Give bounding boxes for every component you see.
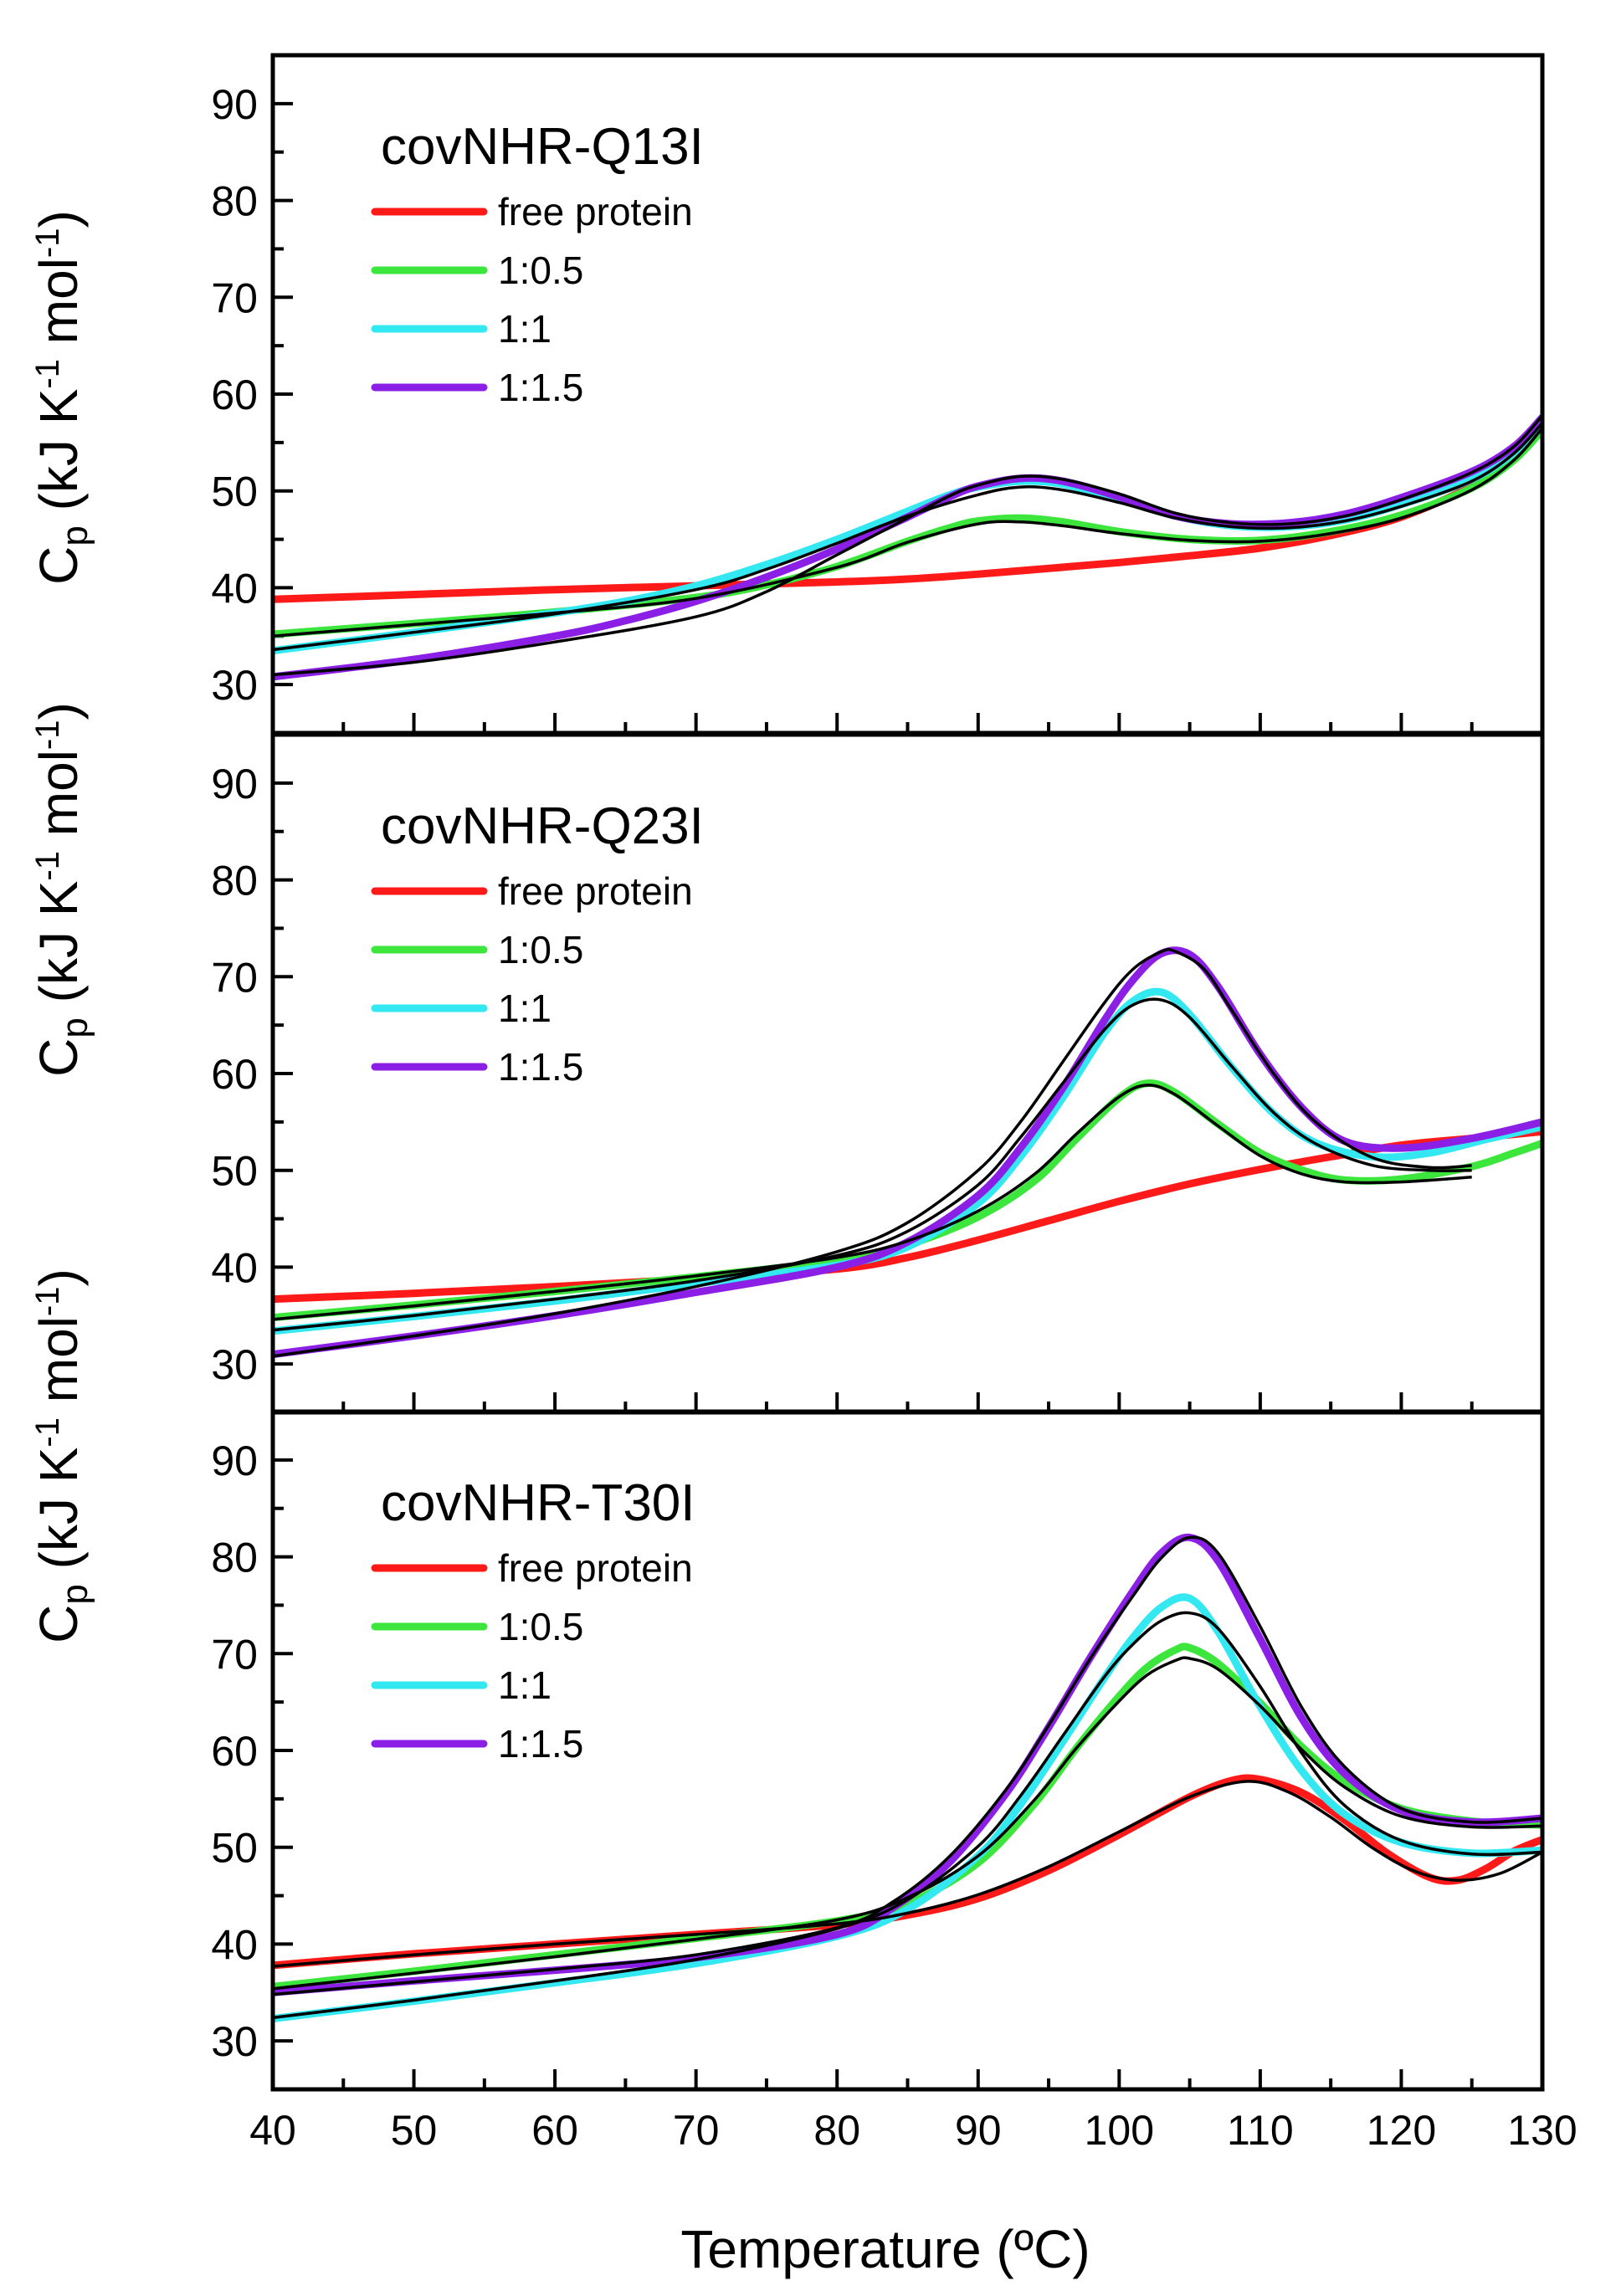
legend-label: 1:1	[498, 987, 551, 1030]
fit-curve-2	[273, 1656, 1542, 1991]
y-axis-title-close: )	[28, 702, 89, 720]
y-axis-title-mol: mol	[28, 750, 89, 851]
y-tick-label: 30	[211, 1341, 258, 1388]
y-axis-title-sub: p	[54, 525, 95, 546]
plot-root: 30 40 50 60 70 80 90 covNHR-Q13I free protein 1:0…	[211, 53, 1578, 2154]
panel-1: 30 40 50 60 70 80 90 covNHR-Q13I free protein 1:0…	[211, 53, 1545, 735]
panel-frame	[270, 1409, 1545, 2092]
y-axis-title-top-panel: Cp (kJ K-1 mol-1)	[28, 210, 95, 585]
y-axis-title-group: Cp (kJ K-1 mol-1) Cp (kJ K-1 mol-1) Cp (…	[28, 210, 95, 1643]
y-tick-label: 40	[211, 565, 258, 612]
panel-title: covNHR-Q13I	[381, 118, 704, 176]
y-tick-label: 50	[211, 469, 258, 515]
x-tick-label: 70	[673, 2107, 720, 2154]
panel-title: covNHR-T30I	[381, 1474, 695, 1532]
y-tick-label: 90	[211, 81, 258, 128]
legend-label: 1:1	[498, 1663, 551, 1707]
fit-curve-2	[273, 422, 1542, 652]
x-tick-label: 60	[531, 2107, 578, 2154]
y-tick-label: 80	[211, 178, 258, 225]
y-tick-label: 60	[211, 1728, 258, 1775]
y-axis-title-unit: (kJ K	[28, 389, 89, 526]
y-axis-title-middle-panel: Cp (kJ K-1 mol-1)	[28, 702, 95, 1077]
x-tick-label: 110	[1227, 2107, 1294, 2154]
y-tick-label: 70	[211, 954, 258, 1001]
x-tick-label: 100	[1085, 2107, 1154, 2154]
y-axis-title-sup2: -1	[29, 228, 66, 258]
y-axis-title-sup2: -1	[29, 1286, 66, 1316]
y-tick-label: 60	[211, 1051, 258, 1098]
legend-label: 1:1.5	[498, 1722, 583, 1766]
panel-3: 30 40 50 60 70 80 90 40 50 60 70 80 90 100 110 120 130 co…	[211, 1409, 1578, 2154]
legend-label: 1:1	[498, 307, 551, 351]
legend-label: 1:1.5	[498, 366, 583, 409]
y-axis-title-c: C	[28, 1605, 89, 1643]
series-group	[273, 946, 1542, 1359]
x-tick-label: 90	[955, 2107, 1002, 2154]
fit-curve-1	[273, 1780, 1542, 1968]
y-tick-label: 90	[211, 761, 258, 807]
y-axis-title-close: )	[28, 210, 89, 228]
legend: free protein 1:0.5 1:1 1:1.5	[371, 1546, 693, 1766]
y-tick-label: 50	[211, 1148, 258, 1195]
y-axis-title-sup1: -1	[29, 1417, 66, 1448]
y-axis-title-c: C	[28, 546, 89, 585]
series-group	[273, 413, 1542, 681]
y-tick-label: 60	[211, 372, 258, 418]
y-axis-title-unit: (kJ K	[28, 881, 89, 1018]
legend-label: free protein	[498, 190, 693, 233]
y-tick-label: 90	[211, 1438, 258, 1484]
y-axis-title-sub: p	[54, 1017, 95, 1038]
y-tick-label: 50	[211, 1825, 258, 1872]
series-line-1-1	[273, 1593, 1542, 2022]
y-axis-title-mol: mol	[28, 1316, 89, 1417]
legend-label: 1:0.5	[498, 1605, 583, 1648]
legend-label: free protein	[498, 869, 693, 913]
y-axis-title-sup2: -1	[29, 720, 66, 750]
y-tick-label: 30	[211, 662, 258, 709]
panel-title: covNHR-Q23I	[381, 797, 704, 855]
legend-label: 1:0.5	[498, 249, 583, 292]
x-axis-title: Temperature (ºC)	[680, 2219, 1090, 2279]
fit-curve-3	[273, 947, 1472, 1358]
y-tick-label: 70	[211, 274, 258, 321]
y-tick-label: 80	[211, 858, 258, 905]
y-axis-title-sub: p	[54, 1584, 95, 1604]
fit-curve-3	[273, 1611, 1542, 2020]
legend: free protein 1:0.5 1:1 1:1.5	[371, 190, 693, 409]
y-tick-label: 30	[211, 2018, 258, 2065]
fit-curve-1	[273, 1084, 1472, 1321]
legend-label: free protein	[498, 1546, 693, 1590]
y-axis-title-c: C	[28, 1038, 89, 1077]
y-tick-label: 40	[211, 1244, 258, 1291]
series-line-1-1	[273, 987, 1542, 1335]
y-tick-label: 80	[211, 1535, 258, 1581]
y-axis-title-unit: (kJ K	[28, 1448, 89, 1585]
y-axis-title-sup1: -1	[29, 851, 66, 881]
x-tick-label: 130	[1507, 2107, 1577, 2154]
y-axis-title-bottom-panel: Cp (kJ K-1 mol-1)	[28, 1268, 95, 1643]
x-tick-label: 80	[813, 2107, 860, 2154]
legend-label: 1:0.5	[498, 928, 583, 971]
series-line-free-protein	[273, 1127, 1542, 1304]
series-group	[273, 1533, 1542, 2022]
y-tick-label: 40	[211, 1921, 258, 1968]
y-tick-label: 70	[211, 1631, 258, 1678]
y-axis-title-mol: mol	[28, 258, 89, 359]
x-tick-label: 120	[1367, 2107, 1436, 2154]
y-axis-title-sup1: -1	[29, 359, 66, 389]
legend: free protein 1:0.5 1:1 1:1.5	[371, 869, 693, 1089]
x-tick-label: 50	[391, 2107, 438, 2154]
fit-curve-2	[273, 997, 1472, 1332]
fit-curve-4	[273, 1535, 1542, 1996]
fit-curve-3	[273, 414, 1542, 677]
y-axis-title-close: )	[28, 1268, 89, 1286]
legend-label: 1:1.5	[498, 1045, 583, 1089]
x-tick-label: 40	[249, 2107, 296, 2154]
